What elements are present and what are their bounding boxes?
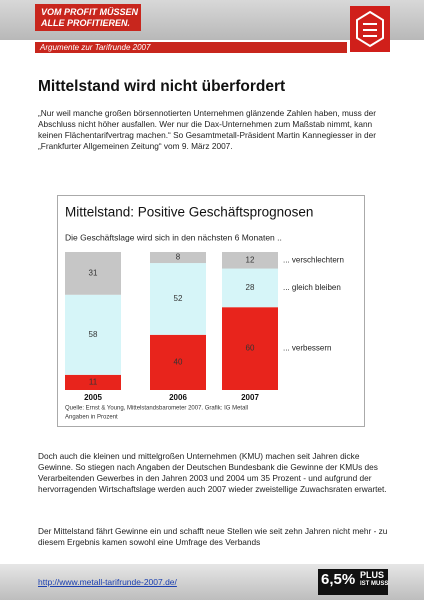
value-label: 60	[246, 344, 255, 353]
x-tick-label: 2007	[241, 393, 259, 402]
subtitle: Argumente zur Tarifrunde 2007	[40, 43, 151, 52]
value-label: 52	[174, 294, 183, 303]
bar-segment	[65, 252, 121, 295]
chart-subtitle: Die Geschäftslage wird sich in den nächs…	[65, 232, 282, 242]
bar-segment	[150, 252, 206, 264]
bar-segment	[222, 268, 278, 308]
chart-title: Mittelstand: Positive Geschäftsprognosen	[65, 205, 313, 220]
value-label: 28	[246, 283, 255, 292]
badge-text: PLUS	[360, 570, 385, 580]
value-label: 8	[176, 253, 181, 262]
value-label: 31	[89, 268, 98, 277]
value-label: 11	[89, 378, 98, 387]
paragraph: Doch auch die kleinen und mittelgroßen U…	[38, 451, 387, 494]
badge	[318, 569, 388, 595]
badge-number: 6,5%	[321, 571, 356, 588]
ig-logo	[350, 6, 390, 52]
legend-label: ... verschlechtern	[283, 255, 344, 264]
bar-segment	[222, 252, 278, 269]
bar-segment	[150, 334, 206, 390]
bar-segment	[65, 294, 121, 375]
paragraph: Der Mittelstand fährt Gewinne ein und sc…	[38, 526, 388, 547]
subtitle-bar	[35, 42, 347, 53]
bar-segment	[222, 307, 278, 390]
value-label: 40	[174, 358, 183, 367]
source: Angaben in Prozent	[65, 415, 118, 421]
value-label: 12	[246, 255, 255, 264]
x-tick-label: 2005	[84, 393, 102, 402]
value-label: 58	[89, 330, 98, 339]
source: Quelle: Ernst & Young, Mittelstandsbarom…	[65, 406, 248, 412]
chart: Mittelstand: Positive Geschäftsprognosen…	[57, 195, 365, 427]
badge-text: IST MUSS	[360, 581, 389, 587]
bar-segment	[150, 263, 206, 335]
logo: VOM PROFIT MÜSSEN ALLE PROFITIEREN.	[35, 4, 141, 31]
page-title: Mittelstand wird nicht überfordert	[38, 78, 286, 95]
bar-segment	[65, 374, 121, 390]
paragraph: „Nur weil manche großen börsennotierten …	[38, 108, 377, 151]
legend-label: ... gleich bleiben	[283, 283, 341, 292]
x-tick-label: 2006	[169, 393, 187, 402]
legend-label: ... verbessern	[283, 344, 331, 353]
footer-link[interactable]: http://www.metall-tarifrunde-2007.de/	[38, 577, 177, 587]
